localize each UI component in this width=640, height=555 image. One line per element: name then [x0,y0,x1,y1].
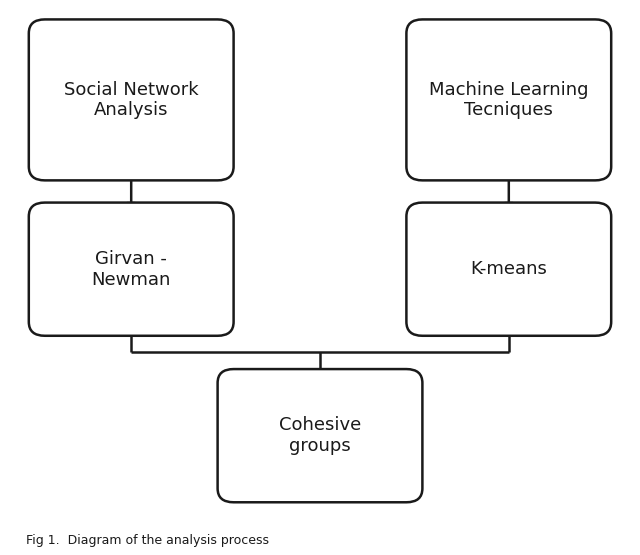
Text: Girvan -
Newman: Girvan - Newman [92,250,171,289]
Text: Social Network
Analysis: Social Network Analysis [64,80,198,119]
FancyBboxPatch shape [218,369,422,502]
FancyBboxPatch shape [406,203,611,336]
Text: K-means: K-means [470,260,547,278]
FancyBboxPatch shape [29,19,234,180]
Text: Cohesive
groups: Cohesive groups [279,416,361,455]
FancyBboxPatch shape [406,19,611,180]
Text: Fig 1.  Diagram of the analysis process: Fig 1. Diagram of the analysis process [26,534,269,547]
FancyBboxPatch shape [29,203,234,336]
Text: Machine Learning
Tecniques: Machine Learning Tecniques [429,80,589,119]
